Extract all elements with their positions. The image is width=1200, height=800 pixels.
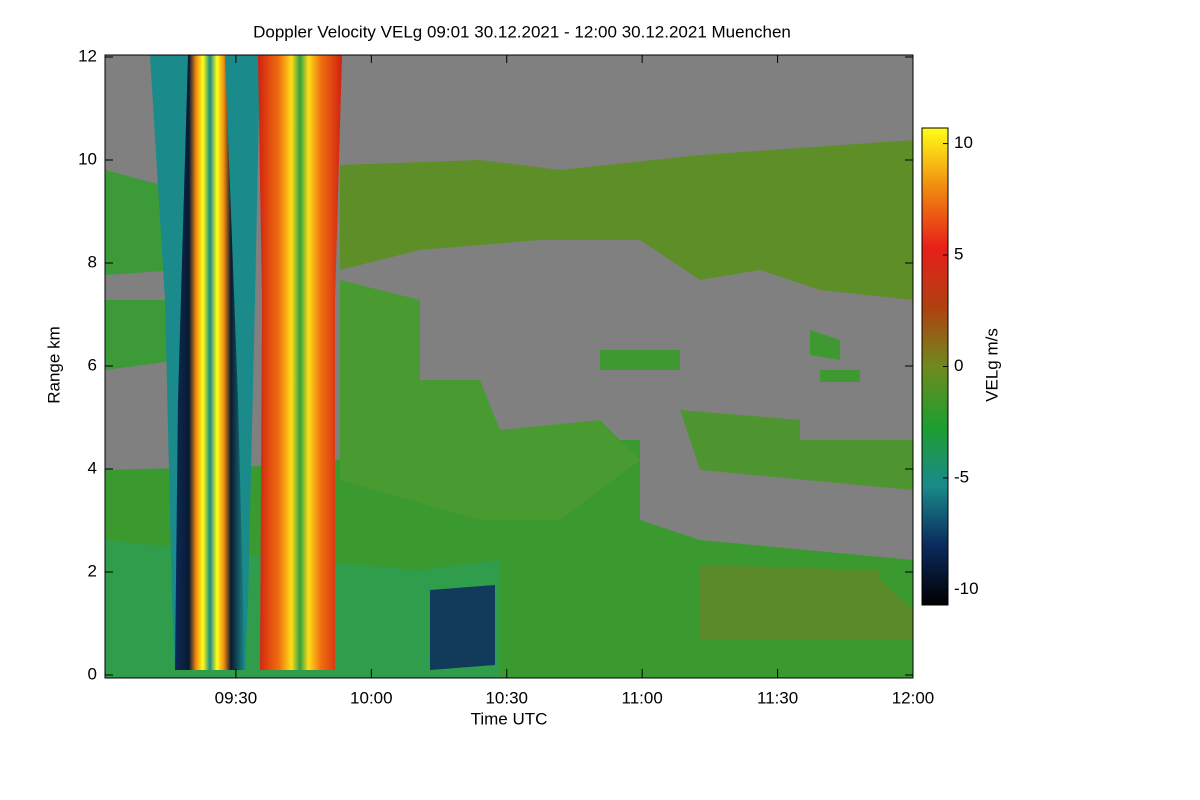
colorbar-tick-label: 5 [954, 245, 963, 264]
x-tick-label: 10:30 [485, 688, 528, 707]
x-tick-label: 10:00 [350, 688, 393, 707]
x-tick-label: 11:30 [757, 688, 798, 707]
echo-region [430, 585, 495, 670]
y-tick-label: 6 [88, 355, 97, 374]
colorbar-tick-label: -5 [954, 467, 969, 486]
y-tick-label: 8 [88, 252, 97, 271]
colorbar-tick-label: 0 [954, 356, 963, 375]
x-axis-label: Time UTC [471, 709, 548, 728]
y-axis-label: Range km [44, 326, 63, 403]
chart-title: Doppler Velocity VELg 09:01 30.12.2021 -… [253, 22, 791, 41]
echo-region [600, 330, 860, 382]
colorbar-tick-label: 10 [954, 133, 973, 152]
echo-region [340, 280, 640, 520]
x-tick-label: 09:30 [215, 688, 258, 707]
y-tick-label: 0 [88, 664, 97, 683]
heatmap-image [105, 55, 913, 678]
y-tick-label: 2 [88, 561, 97, 580]
y-tick-label: 10 [78, 149, 97, 168]
y-tick-label: 4 [88, 458, 97, 477]
echo-region [340, 140, 913, 300]
plume [258, 55, 342, 670]
echo-region [700, 565, 913, 640]
x-tick-label: 12:00 [892, 688, 935, 707]
x-tick-label: 11:00 [622, 688, 663, 707]
colorbar-label: VELg m/s [982, 328, 1001, 402]
y-tick-label: 12 [78, 46, 97, 65]
echo-region [680, 410, 913, 490]
plume [175, 55, 245, 670]
colorbar-tick-label: -10 [954, 579, 979, 598]
